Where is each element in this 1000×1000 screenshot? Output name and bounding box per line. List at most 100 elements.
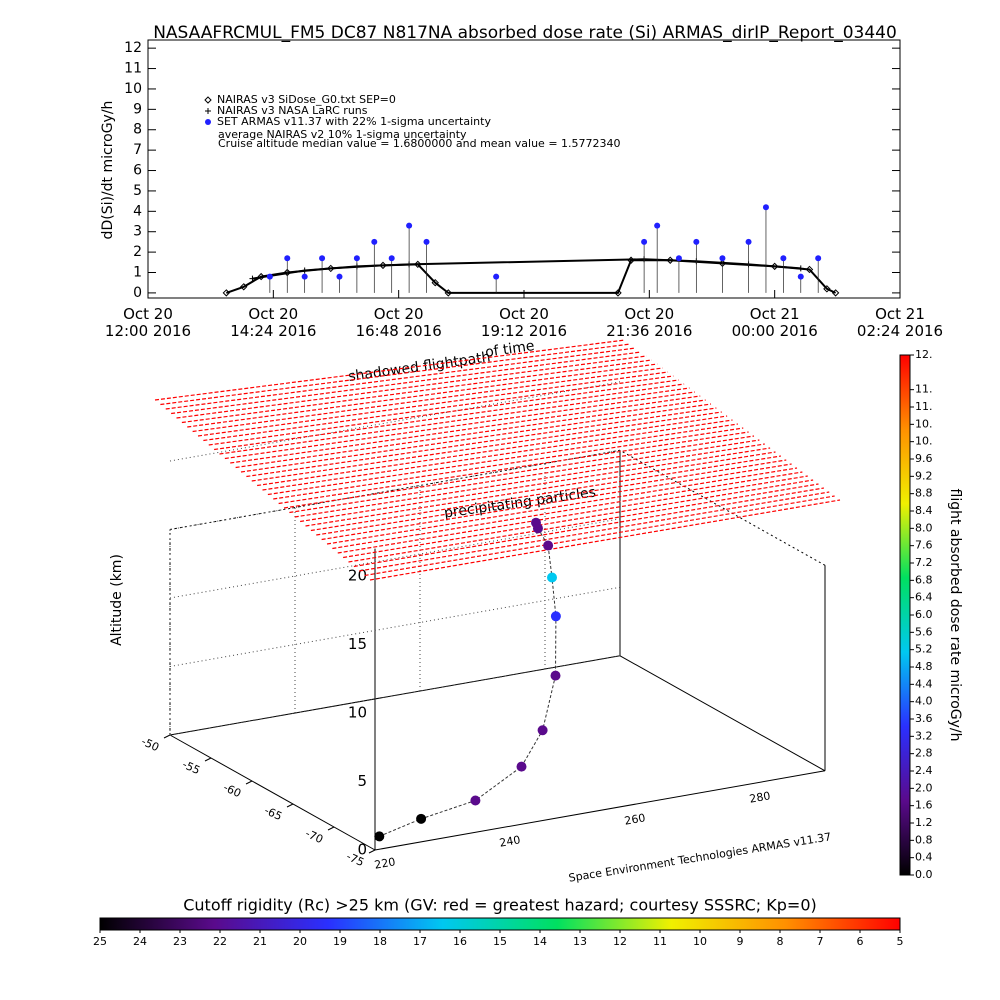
data-point (240, 283, 248, 291)
colorbar-tick-label: 1.2 (915, 816, 933, 829)
y-tick (368, 849, 376, 854)
y-tick-label: -70 (303, 827, 325, 846)
z-tick-label: 15 (348, 635, 367, 653)
colorbar-tick-label: 18 (373, 935, 387, 948)
colorbar-tick-label: 12 (613, 935, 627, 948)
track-point (543, 540, 554, 551)
plane-line (176, 355, 647, 419)
y-tick-label: 11 (124, 61, 142, 77)
data-point (693, 238, 700, 245)
colorbar-tick-label: 5.6 (915, 625, 933, 638)
colorbar-tick-label: 8.4 (915, 504, 933, 517)
x-tick-label: Oct 20 16:48 2016 (356, 305, 442, 340)
plane-line (369, 499, 841, 581)
colorbar-tick-label: 9.2 (915, 469, 933, 482)
colorbar-tick-label: 15 (493, 935, 507, 948)
colorbar-tick-label: 2.4 (915, 764, 933, 777)
data-point (493, 273, 500, 280)
colorbar-tick-label: 11 (653, 935, 667, 948)
colorbar-tick-label: 3.6 (915, 712, 933, 725)
plane-line (235, 399, 706, 469)
data-point (319, 255, 326, 262)
plane-line (273, 427, 744, 500)
plane-line (337, 475, 808, 554)
plane-line (359, 491, 830, 572)
y-tick-label: 3 (133, 224, 142, 240)
grid-line (169, 655, 621, 736)
grid-line (169, 381, 621, 462)
data-point (249, 275, 256, 282)
plane-line (364, 495, 835, 577)
data-point (336, 273, 343, 280)
colorbar-tick-label: 23 (173, 935, 187, 948)
z-tick-label: 10 (348, 704, 367, 722)
data-point (719, 255, 726, 262)
colorbar-tick-label: 5.2 (915, 643, 933, 656)
colorbar-tick-label: 5 (897, 935, 904, 948)
plane-line (348, 483, 819, 563)
plane-line (278, 431, 749, 505)
plane-line (316, 459, 787, 536)
z-tick-label: 5 (357, 772, 367, 790)
data-point (371, 238, 378, 245)
annotation: of time (484, 338, 535, 361)
plane-line (305, 451, 776, 527)
grid-line (169, 586, 621, 667)
box-edge (374, 770, 826, 851)
plane-line (267, 423, 738, 496)
colorbar-tick-label: 11. (915, 400, 933, 413)
data-point (797, 273, 804, 280)
colorbar-tick-label: 0.4 (915, 851, 933, 864)
data-point (831, 289, 840, 297)
x-tick-label: Oct 21 02:24 2016 (857, 305, 943, 340)
z-tick-label: 0 (357, 841, 367, 859)
plane-line (165, 347, 636, 410)
data-point (797, 265, 804, 272)
y-tick-label: 0 (133, 285, 142, 301)
colorbar-tick-label: 24 (133, 935, 147, 948)
colorbar-label: flight absorbed dose rate microGy/h (947, 489, 963, 742)
data-point (745, 238, 752, 245)
track-point (516, 761, 527, 772)
colorbar-tick-label: 20 (293, 935, 307, 948)
colorbar-tick-label: 22 (213, 935, 227, 948)
data-point (675, 255, 682, 262)
grid-line (169, 449, 621, 530)
y-tick-label: 8 (133, 122, 142, 138)
x-tick-label: Oct 20 14:24 2016 (230, 305, 316, 340)
colorbar-tick-label: 7.6 (915, 539, 933, 552)
data-point (301, 273, 308, 280)
plane-line (294, 443, 765, 518)
plane-line (321, 463, 792, 541)
colorbar-tick-label: 3.2 (915, 729, 933, 742)
plane-line (219, 387, 690, 455)
data-point (388, 255, 395, 262)
plane-line (326, 467, 798, 545)
colorbar-tick-label: 9.6 (915, 452, 933, 465)
colorbar-tick-label: 7 (817, 935, 824, 948)
colorbar-tick-label: 4.4 (915, 677, 933, 690)
x-tick-label: 240 (498, 833, 521, 849)
colorbar-tick-label: 8 (777, 935, 784, 948)
plane-line (343, 479, 814, 559)
y-tick (327, 826, 335, 831)
annotation: average NAIRAS v2 10% 1-sigma uncertaint… (218, 128, 467, 141)
data-point (444, 289, 452, 297)
plane-line (289, 439, 760, 514)
colorbar (99, 917, 901, 931)
data-point (301, 267, 308, 274)
colorbar-label: Cutoff rigidity (Rc) >25 km (GV: red = g… (183, 896, 817, 915)
z-axis-label: Altitude (km) (109, 554, 125, 646)
data-point (257, 272, 265, 281)
track-point (374, 831, 385, 842)
data-point (805, 265, 814, 274)
plane-line (203, 375, 674, 442)
colorbar-tick-label: 8.0 (915, 521, 933, 534)
colorbar-tick-label: 7.2 (915, 556, 933, 569)
data-point (762, 204, 769, 211)
y-tick (204, 757, 212, 762)
track-point (537, 725, 548, 736)
x-tick-label: 220 (373, 855, 396, 871)
data-point (353, 255, 360, 262)
